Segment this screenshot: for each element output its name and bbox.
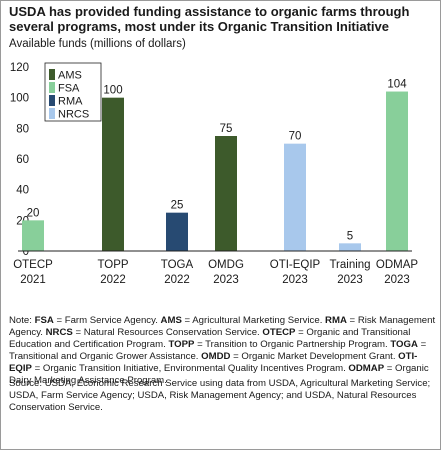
bar-omdg xyxy=(215,136,237,251)
note-text: = Agricultural Marketing Service. xyxy=(181,315,326,326)
note-text: = Organic Market Development Grant. xyxy=(230,351,399,362)
value-label: 5 xyxy=(347,230,353,242)
legend-label-rma: RMA xyxy=(58,96,83,108)
y-tick-label: 0 xyxy=(23,246,29,258)
chart-source: Source: USDA, Economic Research Service … xyxy=(9,378,431,413)
y-tick-label: 60 xyxy=(16,154,29,166)
bars xyxy=(18,91,412,252)
x-tick-label: TOGA xyxy=(161,259,194,271)
note-abbreviation: OMDD xyxy=(201,351,231,362)
legend-swatch-fsa xyxy=(49,82,55,93)
bar-topp xyxy=(102,97,124,251)
x-tick-label: ODMAP xyxy=(376,259,419,271)
y-tick-label: 100 xyxy=(10,93,29,105)
bar-oti-eqip xyxy=(284,143,306,251)
note-abbreviation: RMA xyxy=(325,315,347,326)
note-abbreviation: AMS xyxy=(160,315,182,326)
x-tick-year: 2022 xyxy=(100,274,126,286)
value-label: 100 xyxy=(103,85,122,97)
x-tick-year: 2021 xyxy=(20,274,46,286)
x-tick-year: 2023 xyxy=(213,274,239,286)
legend-swatch-nrcs xyxy=(49,108,55,119)
x-tick-label: OTECP xyxy=(13,259,53,271)
legend-label-ams: AMS xyxy=(58,70,82,82)
legend-label-fsa: FSA xyxy=(58,83,80,95)
y-tick-label: 120 xyxy=(10,62,29,74)
note-text: = Transition to Organic Partnership Prog… xyxy=(194,339,391,350)
bar-otecp xyxy=(22,220,44,251)
x-tick-year: 2023 xyxy=(337,274,363,286)
note-abbreviation: ODMAP xyxy=(348,363,385,374)
y-axis-ticks: 020406080100120 xyxy=(10,62,29,258)
value-label: 25 xyxy=(171,200,184,212)
y-tick-label: 80 xyxy=(16,123,29,135)
value-label: 104 xyxy=(387,79,407,91)
x-tick-year: 2022 xyxy=(164,274,190,286)
x-axis-labels: OTECP 2021 TOPP 2022 TOGA 2022 OMDG 2023 OTI-EQI… xyxy=(13,259,418,286)
note-text: Note: xyxy=(9,315,35,326)
y-axis-label: Available funds (millions of dollars) xyxy=(9,38,186,50)
x-tick-label: Training xyxy=(329,259,370,271)
bar-odmap xyxy=(386,91,408,252)
note-abbreviation: FSA xyxy=(34,315,54,326)
legend-label-nrcs: NRCS xyxy=(58,109,89,121)
note-text: = Organic Transition Initiative, Environ… xyxy=(31,363,349,374)
x-tick-year: 2023 xyxy=(384,274,410,286)
note-abbreviation: TOGA xyxy=(390,339,418,350)
bar-toga xyxy=(166,212,188,251)
value-labels: 20 100 25 75 70 5 104 xyxy=(27,79,408,243)
value-label: 70 xyxy=(289,131,302,143)
legend-swatch-rma xyxy=(49,95,55,106)
note-text: = Organic Dairy Marketing Assistance Pro… xyxy=(9,363,429,386)
note-text: = Transitional and Organic Grower Assist… xyxy=(9,339,427,362)
legend-swatch-ams xyxy=(49,69,55,80)
bar-training xyxy=(339,243,361,251)
note-text: = Organic and Transitional Education and… xyxy=(9,327,411,350)
chart-title: USDA has provided funding assistance to … xyxy=(9,4,410,34)
note-abbreviation: OTECP xyxy=(262,327,296,338)
note-abbreviation: NRCS xyxy=(45,327,73,338)
x-tick-label: OMDG xyxy=(208,259,244,271)
x-tick-label: OTI-EQIP xyxy=(270,259,321,271)
note-text: = Natural Resources Conservation Service… xyxy=(72,327,263,338)
value-label: 20 xyxy=(27,207,40,219)
bar-chart: 0 20 40 60 80 100 120 20 100 25 75 70 5 104 OTECP 202… xyxy=(10,62,419,286)
note-text: = Risk Management Agency. xyxy=(9,315,436,338)
x-tick-year: 2023 xyxy=(282,274,308,286)
y-tick-label: 40 xyxy=(16,185,29,197)
chart-note: Note: FSA = Farm Service Agency. AMS = A… xyxy=(9,315,437,387)
note-abbreviation: TOPP xyxy=(168,339,195,350)
x-tick-label: TOPP xyxy=(97,259,128,271)
note-abbreviation: OTI-EQIP xyxy=(9,351,418,374)
note-text: = Farm Service Agency. xyxy=(53,315,161,326)
value-label: 75 xyxy=(220,123,233,135)
